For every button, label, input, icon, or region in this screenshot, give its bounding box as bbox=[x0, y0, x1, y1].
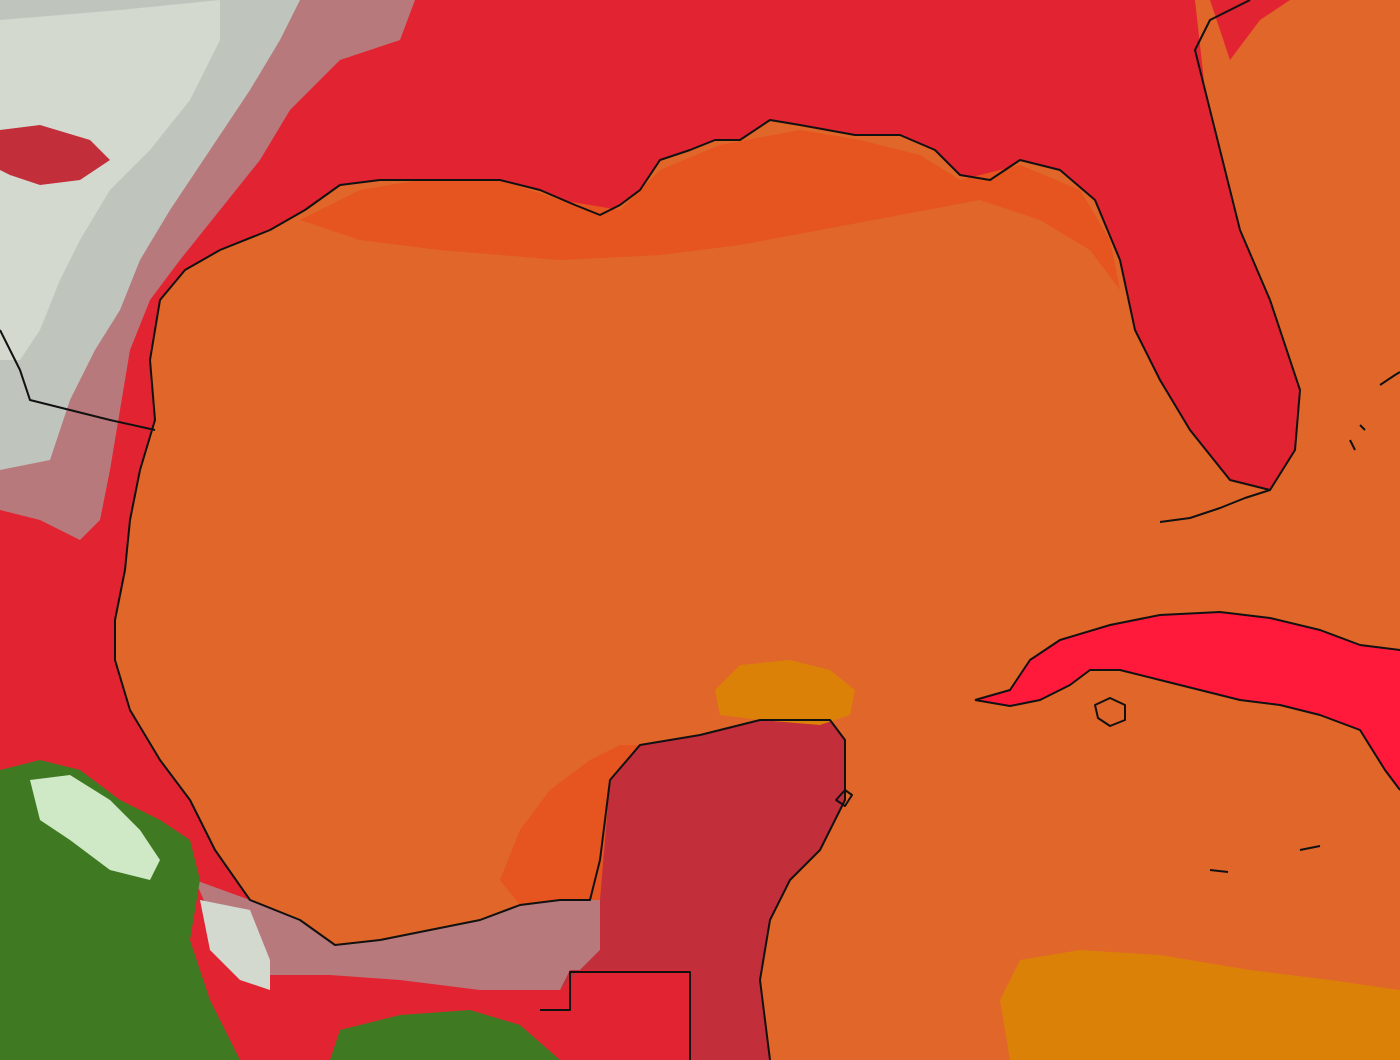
isla-juventud-coastline bbox=[1094, 697, 1126, 727]
vegetation-south-field bbox=[330, 1010, 560, 1060]
guatemala-border bbox=[540, 971, 691, 1060]
cozumel-island bbox=[835, 789, 853, 807]
atlantic-ocean-field bbox=[1230, 0, 1400, 430]
us-mexico-border bbox=[0, 329, 156, 431]
ocean-hot-patch bbox=[1000, 950, 1400, 1060]
cuba-land-field bbox=[975, 612, 1400, 790]
vegetation-green-field bbox=[0, 760, 240, 1060]
ocean-north-band bbox=[300, 130, 1120, 290]
ocean-hot-patch bbox=[715, 660, 855, 725]
florida-keys bbox=[1159, 489, 1271, 523]
cuba-coastline bbox=[974, 611, 1400, 791]
south-pale-land-field bbox=[195, 790, 625, 990]
ocean-coastal-field bbox=[500, 745, 640, 905]
red-patch-west bbox=[0, 125, 110, 185]
south-grey-land-field bbox=[200, 900, 270, 990]
light-grey-land-field bbox=[0, 0, 220, 360]
bahamas-islands-1 bbox=[1379, 371, 1400, 386]
yucatan-land-field bbox=[560, 720, 845, 1060]
us-gulf-coastline bbox=[114, 0, 1301, 660]
mexico-gulf-coastline bbox=[114, 659, 846, 1060]
vegetation-light-field bbox=[30, 775, 160, 880]
bahamas-islands-2 bbox=[1209, 424, 1366, 873]
